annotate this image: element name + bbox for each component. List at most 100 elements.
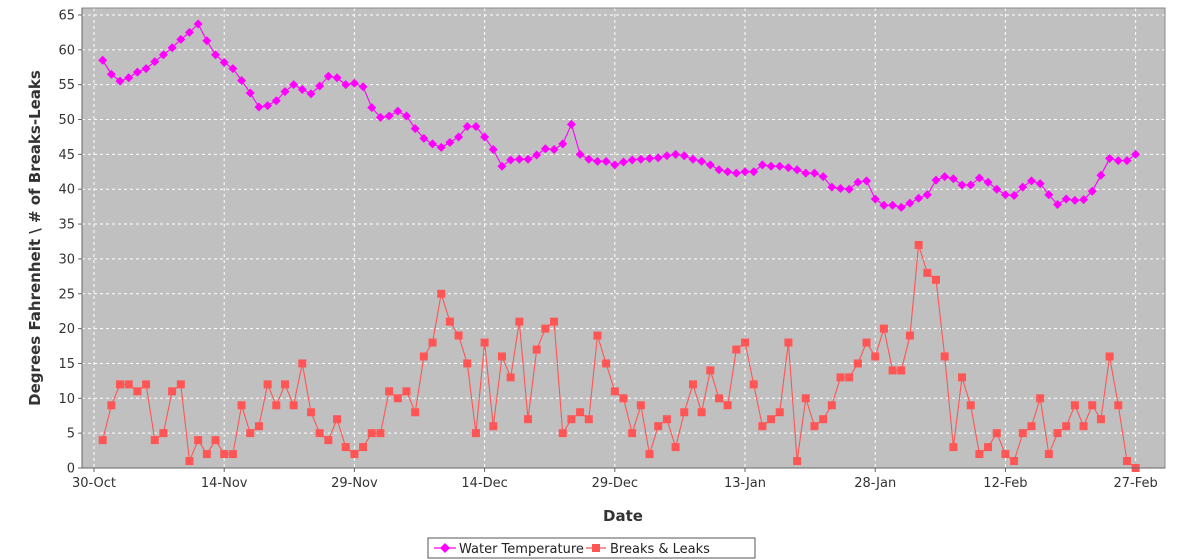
data-point-breaks-leaks — [1053, 429, 1062, 438]
data-point-breaks-leaks — [992, 429, 1001, 438]
data-point-water-temperature — [983, 177, 993, 187]
data-point-breaks-leaks — [532, 345, 541, 354]
data-point-water-temperature — [115, 76, 125, 86]
data-point-breaks-leaks — [671, 443, 680, 452]
data-point-water-temperature — [766, 161, 776, 171]
data-point-breaks-leaks — [688, 380, 697, 389]
data-point-water-temperature — [132, 67, 142, 77]
data-point-water-temperature — [271, 96, 281, 106]
data-point-breaks-leaks — [280, 380, 289, 389]
data-point-water-temperature — [914, 193, 924, 203]
data-point-water-temperature — [575, 149, 585, 159]
data-point-breaks-leaks — [289, 401, 298, 410]
data-point-water-temperature — [801, 168, 811, 178]
data-point-breaks-leaks — [966, 401, 975, 410]
data-point-breaks-leaks — [159, 429, 168, 438]
data-point-water-temperature — [514, 154, 524, 164]
data-point-breaks-leaks — [949, 443, 958, 452]
series-breaks-leaks — [98, 240, 1140, 472]
y-axis-ticks: 0 5 10 15 20 25 30 35 40 45 50 55 60 65 — [58, 8, 82, 477]
data-point-breaks-leaks — [1122, 457, 1131, 466]
data-point-breaks-leaks — [471, 429, 480, 438]
data-point-water-temperature — [940, 172, 950, 182]
data-point-breaks-leaks — [758, 422, 767, 431]
data-point-water-temperature — [124, 73, 134, 83]
data-point-breaks-leaks — [150, 436, 159, 445]
data-point-breaks-leaks — [315, 429, 324, 438]
data-point-water-temperature — [419, 133, 429, 143]
x-tick-label: 30-Oct — [72, 476, 116, 491]
data-point-water-temperature — [653, 153, 663, 163]
data-point-water-temperature — [289, 80, 299, 90]
data-point-breaks-leaks — [1018, 429, 1027, 438]
data-point-breaks-leaks — [463, 359, 472, 368]
data-point-water-temperature — [1122, 156, 1132, 166]
data-point-breaks-leaks — [107, 401, 116, 410]
data-point-water-temperature — [384, 111, 394, 121]
data-point-breaks-leaks — [550, 317, 559, 326]
data-point-water-temperature — [922, 190, 932, 200]
y-tick-label: 65 — [58, 8, 75, 23]
data-point-water-temperature — [731, 168, 741, 178]
data-point-breaks-leaks — [385, 387, 394, 396]
data-point-water-temperature — [280, 87, 290, 97]
data-point-breaks-leaks — [654, 422, 663, 431]
data-point-water-temperature — [740, 167, 750, 177]
square-marker-icon — [592, 544, 600, 552]
data-point-water-temperature — [1113, 156, 1123, 166]
data-point-breaks-leaks — [1010, 457, 1019, 466]
y-tick-label: 30 — [58, 252, 75, 267]
data-point-water-temperature — [375, 112, 385, 122]
data-point-breaks-leaks — [515, 317, 524, 326]
y-tick-label: 5 — [67, 427, 75, 442]
data-point-water-temperature — [905, 198, 915, 208]
legend-label-water-temperature: Water Temperature — [459, 542, 584, 557]
data-point-breaks-leaks — [897, 366, 906, 375]
data-point-water-temperature — [98, 55, 108, 65]
data-point-breaks-leaks — [211, 436, 220, 445]
x-tick-label: 29-Dec — [592, 476, 638, 491]
y-tick-label: 0 — [67, 462, 75, 477]
data-point-water-temperature — [679, 151, 689, 161]
data-point-water-temperature — [879, 200, 889, 210]
data-point-breaks-leaks — [480, 338, 489, 347]
data-point-breaks-leaks — [819, 415, 828, 424]
data-point-breaks-leaks — [350, 450, 359, 459]
data-point-breaks-leaks — [402, 387, 411, 396]
data-point-water-temperature — [532, 150, 542, 160]
data-point-water-temperature — [237, 75, 247, 85]
y-tick-label: 45 — [58, 148, 75, 163]
data-point-water-temperature — [393, 106, 403, 116]
data-point-breaks-leaks — [298, 359, 307, 368]
data-point-water-temperature — [176, 34, 186, 44]
data-point-water-temperature — [471, 121, 481, 131]
data-point-breaks-leaks — [376, 429, 385, 438]
data-point-water-temperature — [957, 180, 967, 190]
data-point-breaks-leaks — [445, 317, 454, 326]
data-point-water-temperature — [323, 71, 333, 81]
data-point-breaks-leaks — [845, 373, 854, 382]
data-point-water-temperature — [219, 57, 229, 67]
data-point-breaks-leaks — [1070, 401, 1079, 410]
x-tick-label: 27-Feb — [1114, 476, 1158, 491]
x-tick-label: 13-Jan — [724, 476, 766, 491]
data-point-breaks-leaks — [871, 352, 880, 361]
data-point-breaks-leaks — [228, 450, 237, 459]
x-tick-label: 14-Nov — [201, 476, 248, 491]
data-point-breaks-leaks — [836, 373, 845, 382]
data-point-breaks-leaks — [220, 450, 229, 459]
data-point-water-temperature — [749, 167, 759, 177]
data-point-breaks-leaks — [741, 338, 750, 347]
data-point-breaks-leaks — [662, 415, 671, 424]
data-point-water-temperature — [1079, 195, 1089, 205]
data-point-water-temperature — [184, 27, 194, 37]
data-point-water-temperature — [827, 182, 837, 192]
data-point-breaks-leaks — [923, 268, 932, 277]
grid-lines — [82, 8, 1165, 469]
x-tick-label: 14-Dec — [461, 476, 507, 491]
data-point-breaks-leaks — [645, 450, 654, 459]
y-tick-label: 25 — [58, 287, 75, 302]
data-point-breaks-leaks — [584, 415, 593, 424]
data-point-breaks-leaks — [1036, 394, 1045, 403]
data-point-breaks-leaks — [827, 401, 836, 410]
